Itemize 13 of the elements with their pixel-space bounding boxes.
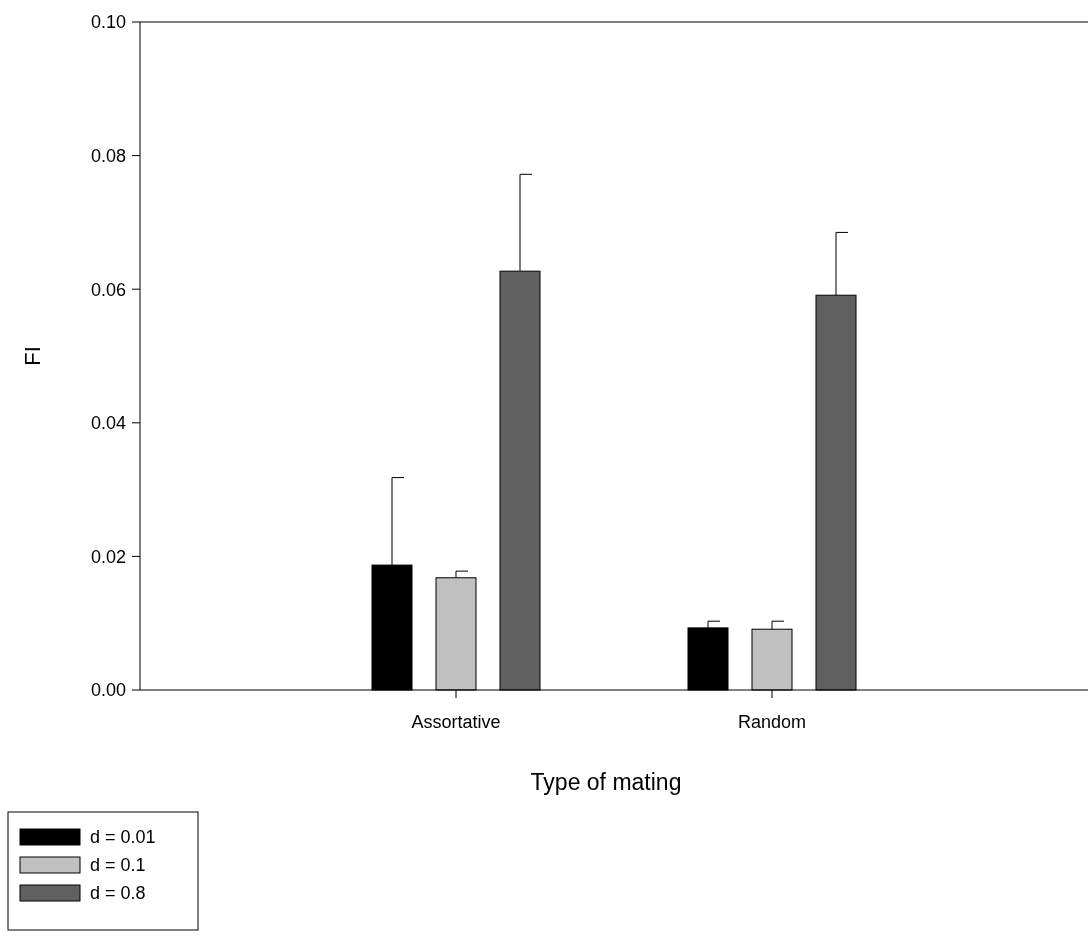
y-tick-label: 0.10 [90,12,126,33]
y-tick-label: 0.08 [90,145,126,166]
legend-label: d = 0.1 [90,855,146,876]
legend-label: d = 0.01 [90,827,156,848]
x-axis-title: Type of mating [530,769,682,795]
y-tick-label: 0.04 [90,413,126,434]
y-axis-title: FI [20,346,45,366]
y-tick-label: 0.06 [90,279,126,300]
x-tick-label: Random [737,712,807,732]
y-tick-label: 0.02 [90,546,126,567]
x-tick-label: Assortative [411,712,501,732]
legend-label: d = 0.8 [90,883,146,904]
y-tick-label: 0.00 [90,680,126,701]
